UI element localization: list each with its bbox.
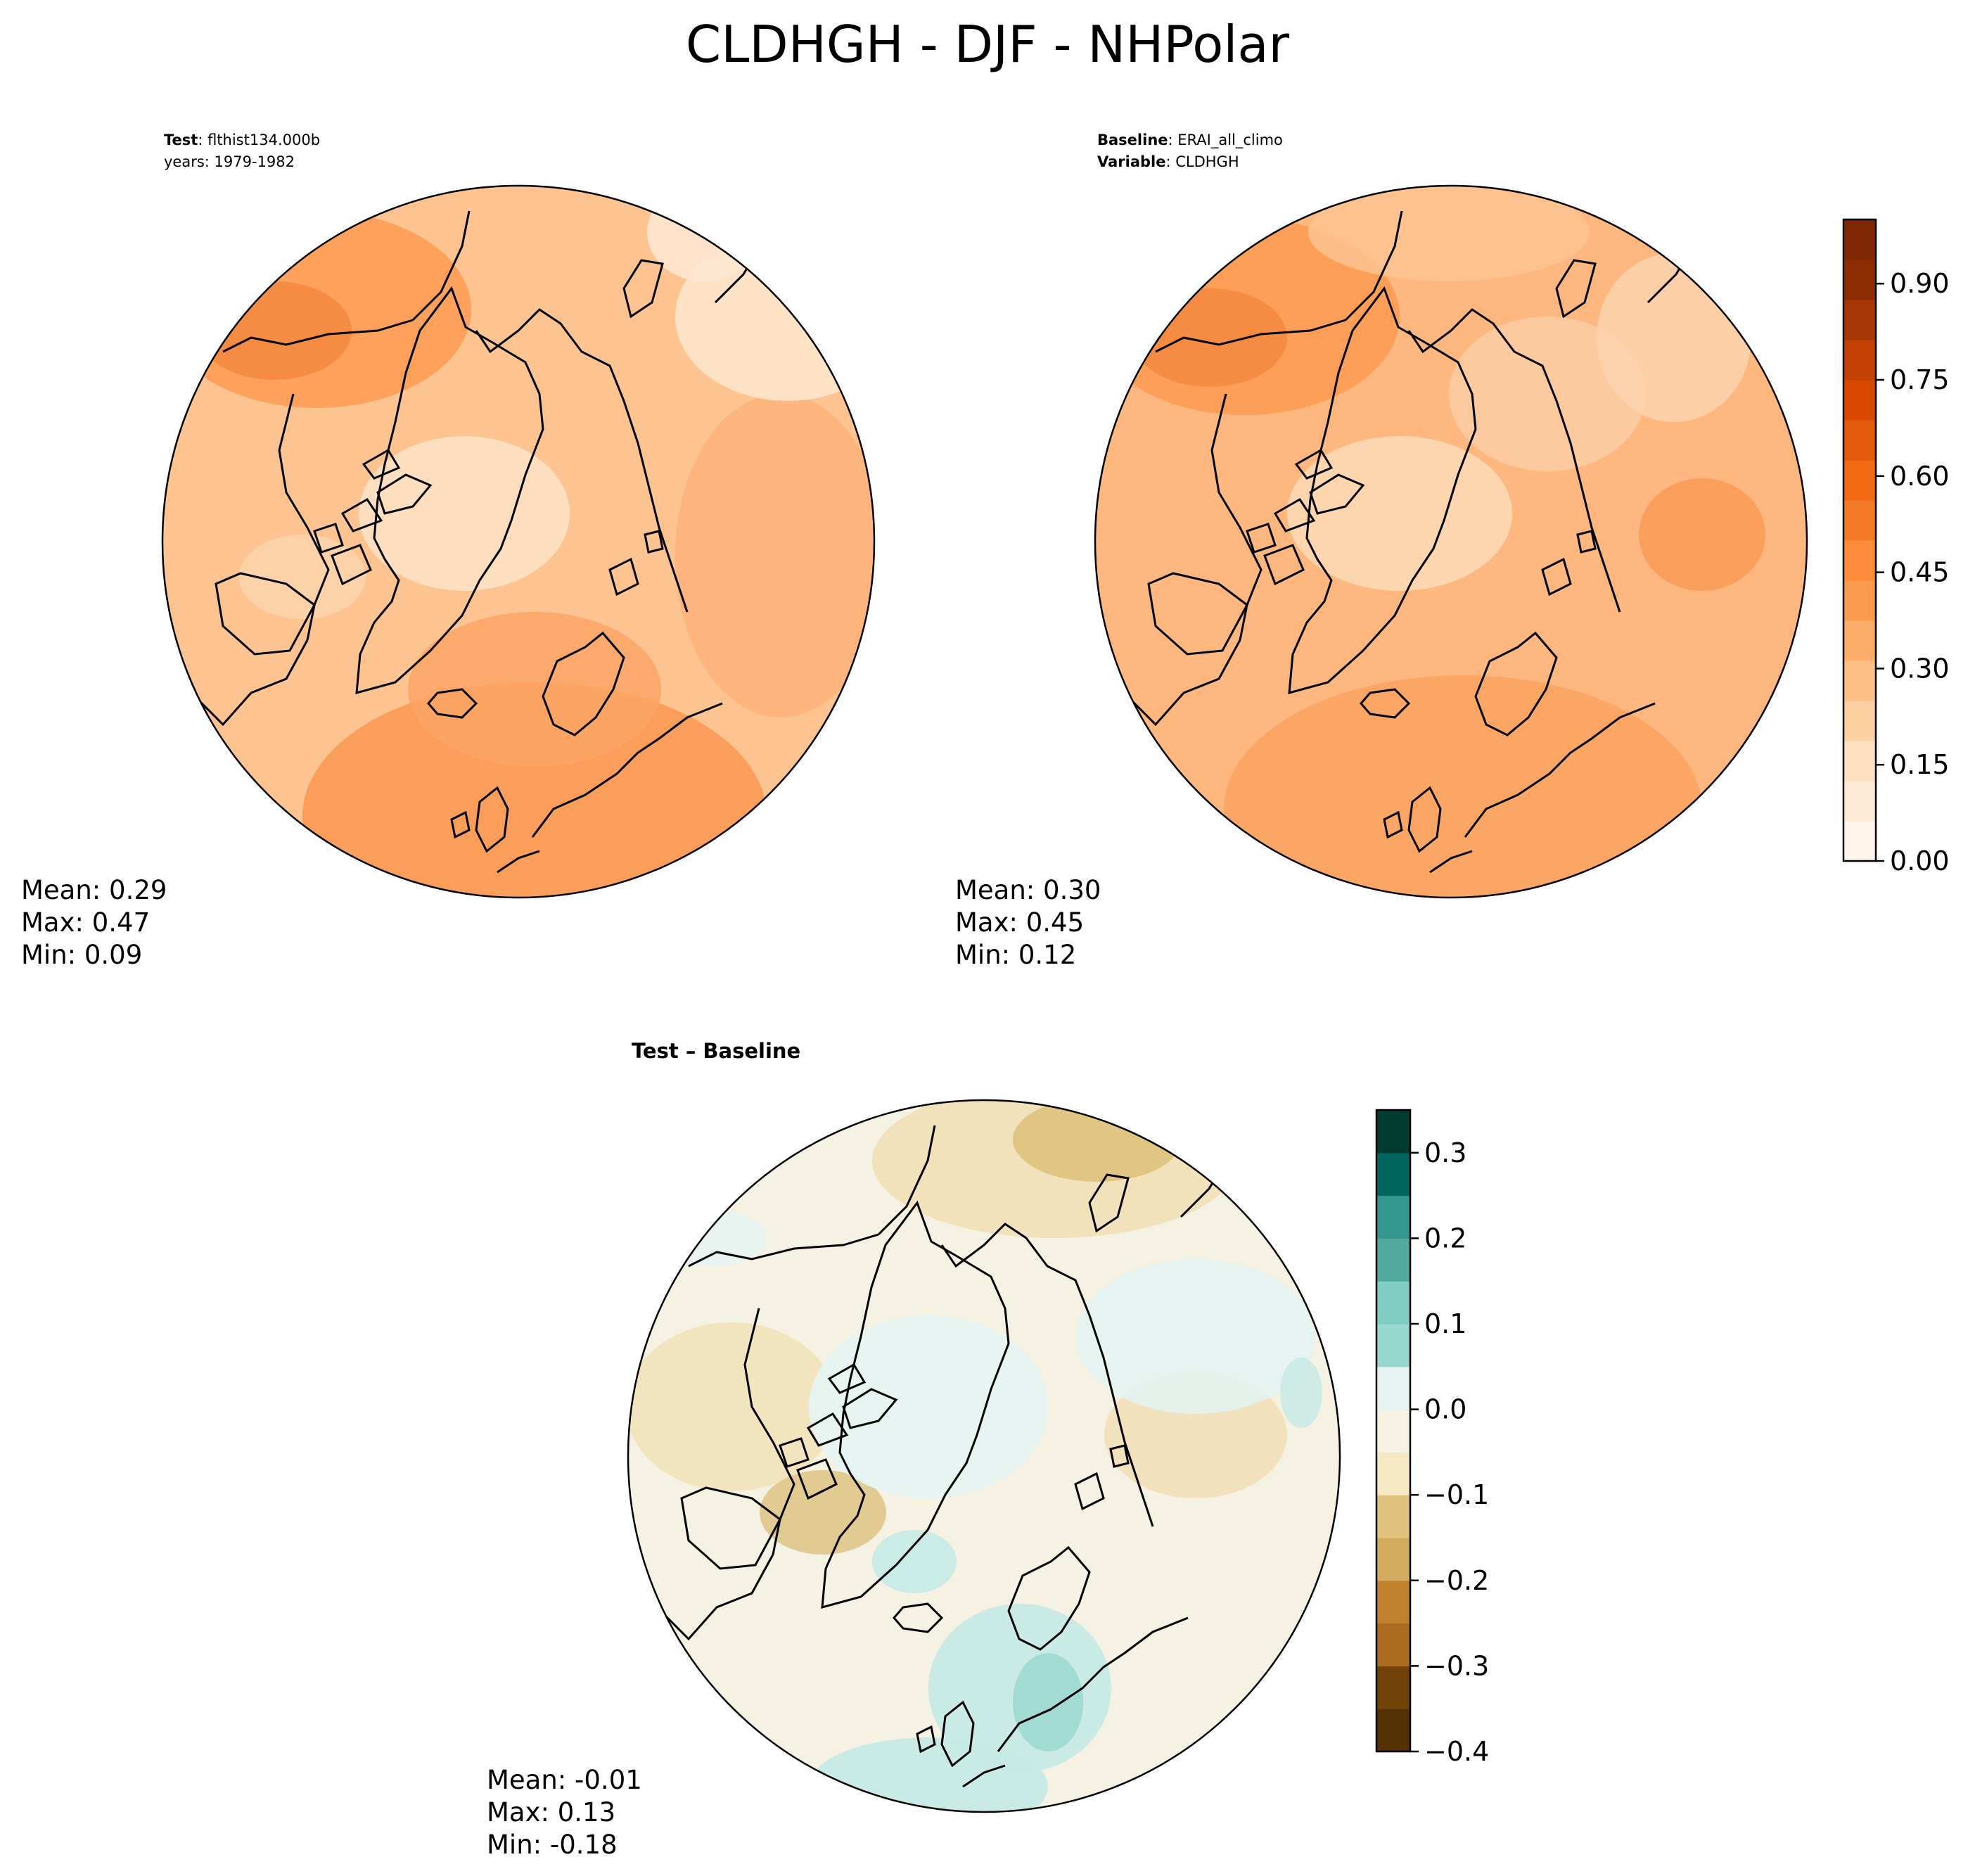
colorbar-tick-label: 0.30 <box>1890 653 1950 684</box>
colorbar-tick-label: 0.2 <box>1424 1223 1466 1253</box>
baseline-min: Min: 0.12 <box>955 940 1076 970</box>
difference-max: Max: 0.13 <box>487 1797 615 1827</box>
colorbar-tick-label: 0.3 <box>1424 1137 1466 1168</box>
baseline-label-line1: Baseline: ERAI_all_climo <box>1097 132 1283 149</box>
baseline-label-line2: Variable: CLDHGH <box>1097 153 1239 170</box>
test-label-line1: Test: flthist134.000b <box>164 132 320 148</box>
colorbar-tick-label: 0.0 <box>1424 1394 1466 1425</box>
difference-title: Test – Baseline <box>632 1039 800 1063</box>
colorbar-swatch <box>1843 741 1876 781</box>
colorbar-swatch <box>1376 1152 1410 1197</box>
colorbar-swatch <box>1376 1580 1410 1624</box>
baseline-max: Max: 0.45 <box>955 907 1084 938</box>
colorbar-swatch <box>1843 340 1876 381</box>
colorbar-swatch <box>1843 580 1876 621</box>
baseline-map <box>1095 186 1807 898</box>
colorbar-tick-label: −0.2 <box>1424 1565 1489 1596</box>
baseline-panel: Baseline: ERAI_all_climo Variable: CLDHG… <box>955 132 1808 970</box>
colorbar-swatch <box>1376 1452 1410 1495</box>
colorbar-swatch <box>1843 661 1876 701</box>
colorbar-swatch <box>1376 1324 1410 1367</box>
colorbar-swatch <box>1843 500 1876 541</box>
difference-panel: Test – Baseline Mean: -0.01 Max: 0.13 Mi… <box>487 1039 1341 1860</box>
test-mean: Mean: 0.29 <box>21 875 167 905</box>
colorbar-swatch <box>1843 620 1876 661</box>
colorbar-swatch <box>1376 1281 1410 1325</box>
colorbar-swatch <box>1376 1238 1410 1282</box>
baseline-mean: Mean: 0.30 <box>955 875 1101 905</box>
colorbar-tick-label: 0.75 <box>1890 364 1950 395</box>
test-panel: Test: flthist134.000b years: 1979-1982 M… <box>21 132 876 970</box>
difference-map-boundary <box>627 1099 1341 1813</box>
colorbar-tick-label: −0.4 <box>1424 1736 1489 1767</box>
figure-title: CLDHGH - DJF - NHPolar <box>686 15 1290 74</box>
difference-mean: Mean: -0.01 <box>487 1765 642 1795</box>
colorbar-swatch <box>1843 380 1876 421</box>
colorbar-tick-label: −0.1 <box>1424 1479 1489 1510</box>
test-max: Max: 0.47 <box>21 907 150 938</box>
test-map <box>162 186 874 898</box>
colorbar-frame <box>1842 218 1877 862</box>
colorbar-swatch <box>1843 260 1876 300</box>
colorbar-swatch <box>1843 219 1876 260</box>
colorbar-tick-label: 0.45 <box>1890 557 1950 588</box>
colorbar-tick-label: 0.60 <box>1890 461 1950 492</box>
colorbar-tick-label: 0.15 <box>1890 749 1950 780</box>
test-min: Min: 0.09 <box>21 940 142 970</box>
brbg-colorbar: −0.4 −0.3 −0.2 −0.1 0.0 0.1 0.2 0.3 <box>1375 1109 1489 1767</box>
colorbar-swatch <box>1843 540 1876 581</box>
colorbar-swatch <box>1376 1495 1410 1538</box>
colorbar-tick-label: 0.90 <box>1890 268 1950 299</box>
test-label-line2: years: 1979-1982 <box>164 153 295 170</box>
colorbar-swatch <box>1376 1709 1410 1752</box>
colorbar-swatch <box>1376 1666 1410 1709</box>
colorbar-tick-label: −0.3 <box>1424 1650 1489 1681</box>
difference-min: Min: -0.18 <box>487 1830 618 1860</box>
colorbar-swatch <box>1843 701 1876 741</box>
test-map-boundary <box>161 184 876 899</box>
colorbar-swatch <box>1376 1623 1410 1666</box>
colorbar-swatch <box>1376 1538 1410 1581</box>
colorbar-swatch <box>1376 1366 1410 1410</box>
oranges-colorbar: 0.00 0.15 0.30 0.45 0.60 0.75 0.90 <box>1842 218 1950 876</box>
colorbar-swatch <box>1376 1110 1410 1154</box>
colorbar-frame <box>1375 1109 1412 1753</box>
colorbar-swatch <box>1376 1409 1410 1453</box>
difference-map <box>628 1100 1340 1812</box>
colorbar-swatch <box>1843 821 1876 862</box>
colorbar-swatch <box>1843 420 1876 461</box>
colorbar-swatch <box>1843 781 1876 822</box>
colorbar-swatch <box>1843 460 1876 501</box>
colorbar-swatch <box>1843 300 1876 340</box>
colorbar-tick-label: 0.00 <box>1890 846 1950 876</box>
colorbar-swatch <box>1376 1195 1410 1239</box>
colorbar-tick-label: 0.1 <box>1424 1308 1466 1339</box>
baseline-map-boundary <box>1094 184 1808 899</box>
